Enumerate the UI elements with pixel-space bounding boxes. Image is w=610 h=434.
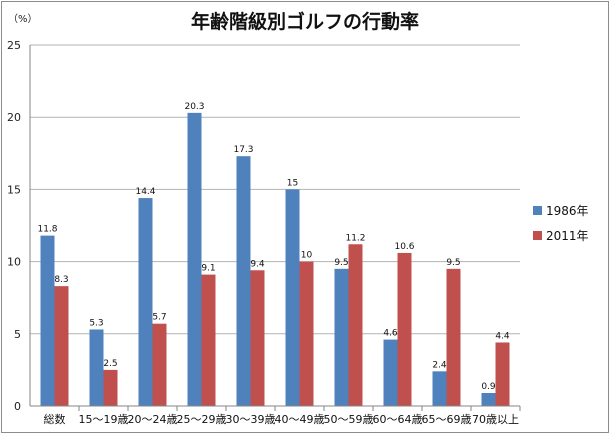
- x-tick-label: 20～24歳: [128, 413, 178, 426]
- legend-label: 2011年: [546, 229, 589, 243]
- data-label: 5.7: [152, 313, 166, 323]
- data-label: 8.3: [54, 275, 68, 285]
- data-label: 11.8: [37, 225, 57, 235]
- x-tick-label: 70歳以上: [472, 413, 519, 426]
- data-label: 5.3: [89, 318, 103, 328]
- data-label: 9.1: [201, 264, 215, 274]
- gridlines: [30, 44, 520, 335]
- x-tick-label: 15～19歳: [79, 413, 129, 426]
- bar-series2: [397, 252, 412, 406]
- bar-series2: [250, 270, 265, 406]
- legend-label: 1986年: [546, 204, 589, 218]
- y-tick-label: 10: [7, 256, 21, 269]
- bar-series1: [138, 198, 153, 406]
- data-label: 20.3: [184, 102, 204, 112]
- y-axis-unit-label: （%）: [8, 13, 38, 25]
- x-tick-label: 総数: [44, 412, 66, 426]
- bar-series2: [299, 261, 314, 406]
- data-label: 9.5: [446, 258, 460, 268]
- data-label: 0.9: [481, 382, 496, 392]
- chart-title: 年齢階級別ゴルフの行動率: [191, 10, 419, 33]
- bar-series2: [103, 369, 118, 406]
- bar-series2: [495, 342, 510, 406]
- bar-series1: [481, 393, 496, 406]
- bar-series1: [383, 339, 398, 406]
- data-label: 17.3: [233, 145, 253, 155]
- x-tick-label: 40～49歳: [275, 413, 325, 426]
- legend-swatch: [533, 231, 542, 240]
- data-label: 2.4: [432, 360, 447, 370]
- data-label: 15: [287, 178, 298, 188]
- bar-series1: [334, 268, 349, 406]
- x-tick-label: 60～64歳: [373, 413, 423, 426]
- bar-series1: [285, 189, 300, 406]
- data-label: 4.6: [383, 329, 398, 339]
- bar-series1: [187, 112, 202, 407]
- data-label: 9.4: [250, 259, 265, 269]
- y-tick-label: 5: [14, 328, 21, 341]
- legend-swatch: [533, 206, 542, 215]
- x-tick-label: 50～59歳: [324, 413, 374, 426]
- bar-series2: [348, 244, 363, 406]
- y-tick-label: 25: [7, 39, 21, 52]
- data-label: 11.2: [345, 233, 365, 243]
- bars: [40, 112, 510, 407]
- bar-series1: [432, 371, 447, 406]
- legend: 1986年 2011年: [533, 204, 589, 243]
- bar-series1: [40, 235, 55, 406]
- x-tick-label: 65～69歳: [422, 413, 472, 426]
- bar-series1: [236, 156, 251, 406]
- bar-series2: [152, 323, 167, 406]
- y-tick-label: 15: [7, 183, 21, 196]
- y-tick-label: 20: [7, 111, 21, 124]
- data-label: 9.5: [334, 258, 348, 268]
- bar-series1: [89, 329, 104, 406]
- bar-series2: [201, 274, 216, 406]
- x-tick-label: 30～39歳: [226, 413, 276, 426]
- data-label: 4.4: [495, 331, 510, 341]
- data-labels: 11.8 5.3 14.4 20.3 17.3 15 9.5 4.6 2.4 0.9 8.3 2.5 5…: [37, 102, 509, 392]
- bar-series2: [54, 286, 69, 406]
- bar-series2: [446, 268, 461, 406]
- y-tick-label: 0: [14, 400, 21, 413]
- axes: 0 5 10 15 20 25 総数 15～19歳 20～24歳 25～29歳 30～39歳 40～4…: [7, 39, 521, 426]
- data-label: 10: [301, 251, 313, 261]
- data-label: 2.5: [103, 359, 117, 369]
- data-label: 10.6: [394, 242, 414, 252]
- data-label: 14.4: [135, 187, 155, 197]
- x-tick-label: 25～29歳: [177, 413, 227, 426]
